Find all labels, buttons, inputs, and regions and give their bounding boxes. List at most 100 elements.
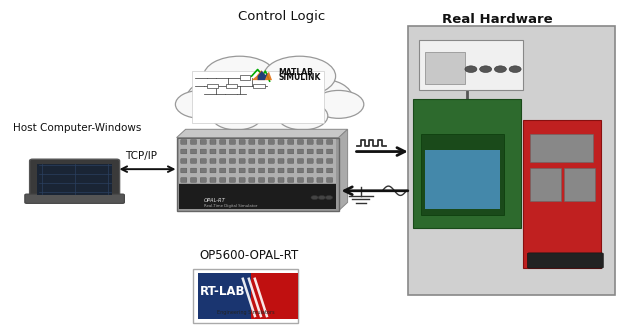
Circle shape <box>175 90 226 118</box>
FancyBboxPatch shape <box>176 138 339 211</box>
Polygon shape <box>176 129 348 138</box>
FancyBboxPatch shape <box>268 140 274 144</box>
FancyBboxPatch shape <box>37 164 112 195</box>
FancyBboxPatch shape <box>317 159 323 163</box>
Polygon shape <box>339 129 348 211</box>
FancyBboxPatch shape <box>179 139 336 183</box>
FancyBboxPatch shape <box>278 178 284 182</box>
FancyBboxPatch shape <box>179 184 336 209</box>
FancyBboxPatch shape <box>220 149 226 154</box>
FancyBboxPatch shape <box>327 149 332 154</box>
FancyBboxPatch shape <box>181 140 187 144</box>
FancyBboxPatch shape <box>191 159 196 163</box>
Circle shape <box>480 66 491 72</box>
Circle shape <box>495 66 506 72</box>
FancyBboxPatch shape <box>268 168 274 173</box>
Circle shape <box>283 78 352 117</box>
FancyBboxPatch shape <box>191 140 196 144</box>
FancyBboxPatch shape <box>200 140 206 144</box>
FancyBboxPatch shape <box>524 120 601 268</box>
FancyBboxPatch shape <box>298 178 303 182</box>
Text: TCP/IP: TCP/IP <box>124 151 157 161</box>
FancyBboxPatch shape <box>251 273 298 319</box>
Circle shape <box>187 78 256 117</box>
FancyBboxPatch shape <box>193 269 298 323</box>
Text: MATLAB: MATLAB <box>279 68 313 77</box>
FancyBboxPatch shape <box>191 149 196 154</box>
FancyBboxPatch shape <box>220 178 226 182</box>
Circle shape <box>318 196 326 200</box>
FancyBboxPatch shape <box>249 140 255 144</box>
FancyBboxPatch shape <box>197 273 251 319</box>
Text: Engineering Simulators: Engineering Simulators <box>217 310 274 315</box>
FancyBboxPatch shape <box>249 149 255 154</box>
FancyBboxPatch shape <box>327 168 332 173</box>
FancyBboxPatch shape <box>30 159 119 199</box>
FancyBboxPatch shape <box>181 159 187 163</box>
FancyBboxPatch shape <box>210 159 216 163</box>
FancyBboxPatch shape <box>249 159 255 163</box>
FancyBboxPatch shape <box>288 168 294 173</box>
FancyBboxPatch shape <box>288 159 294 163</box>
FancyBboxPatch shape <box>210 140 216 144</box>
FancyBboxPatch shape <box>268 159 274 163</box>
FancyBboxPatch shape <box>327 178 332 182</box>
FancyBboxPatch shape <box>527 253 604 268</box>
FancyBboxPatch shape <box>425 149 500 209</box>
FancyBboxPatch shape <box>307 149 313 154</box>
Circle shape <box>251 147 275 160</box>
FancyBboxPatch shape <box>307 178 313 182</box>
FancyBboxPatch shape <box>239 168 245 173</box>
FancyBboxPatch shape <box>530 168 561 201</box>
FancyBboxPatch shape <box>200 168 206 173</box>
FancyBboxPatch shape <box>298 159 303 163</box>
FancyBboxPatch shape <box>413 99 521 228</box>
FancyBboxPatch shape <box>327 159 332 163</box>
FancyBboxPatch shape <box>239 178 245 182</box>
FancyBboxPatch shape <box>288 149 294 154</box>
FancyBboxPatch shape <box>192 71 324 123</box>
Text: RT-LAB: RT-LAB <box>199 285 245 297</box>
FancyBboxPatch shape <box>327 140 332 144</box>
FancyBboxPatch shape <box>317 149 323 154</box>
FancyBboxPatch shape <box>268 178 274 182</box>
FancyBboxPatch shape <box>268 149 274 154</box>
FancyBboxPatch shape <box>259 140 264 144</box>
FancyBboxPatch shape <box>564 168 595 201</box>
Circle shape <box>204 56 275 96</box>
FancyBboxPatch shape <box>278 149 284 154</box>
FancyBboxPatch shape <box>227 84 237 88</box>
Polygon shape <box>258 71 268 80</box>
FancyBboxPatch shape <box>230 178 235 182</box>
FancyBboxPatch shape <box>210 178 216 182</box>
Circle shape <box>313 90 364 118</box>
FancyBboxPatch shape <box>317 168 323 173</box>
Text: SIMULINK: SIMULINK <box>279 73 321 82</box>
Text: Real Hardware: Real Hardware <box>443 13 553 26</box>
FancyBboxPatch shape <box>278 140 284 144</box>
FancyBboxPatch shape <box>239 140 245 144</box>
FancyBboxPatch shape <box>407 26 615 295</box>
FancyBboxPatch shape <box>298 149 303 154</box>
FancyBboxPatch shape <box>307 159 313 163</box>
FancyBboxPatch shape <box>259 159 264 163</box>
FancyBboxPatch shape <box>317 140 323 144</box>
FancyBboxPatch shape <box>253 84 266 88</box>
FancyBboxPatch shape <box>259 168 264 173</box>
FancyBboxPatch shape <box>259 149 264 154</box>
FancyBboxPatch shape <box>307 168 313 173</box>
Circle shape <box>212 102 262 130</box>
Circle shape <box>326 196 332 200</box>
FancyBboxPatch shape <box>419 40 523 90</box>
FancyBboxPatch shape <box>278 168 284 173</box>
Text: OPAL-RT: OPAL-RT <box>204 198 225 203</box>
Text: Host Computer-Windows: Host Computer-Windows <box>14 123 142 133</box>
Circle shape <box>225 66 314 116</box>
FancyBboxPatch shape <box>249 178 255 182</box>
FancyBboxPatch shape <box>200 149 206 154</box>
FancyBboxPatch shape <box>200 178 206 182</box>
FancyBboxPatch shape <box>220 140 226 144</box>
Text: Control Logic: Control Logic <box>238 10 325 23</box>
FancyBboxPatch shape <box>230 168 235 173</box>
FancyBboxPatch shape <box>25 194 124 203</box>
